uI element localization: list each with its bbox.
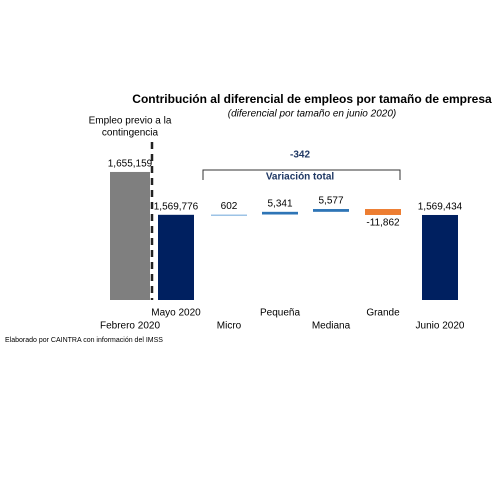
x-tick-label: Febrero 2020 <box>100 321 160 332</box>
bar <box>365 209 401 215</box>
bar <box>158 214 194 300</box>
x-tick-label: Micro <box>217 321 242 332</box>
data-label: 1,655,159 <box>108 159 153 170</box>
data-label: -11,862 <box>366 218 400 229</box>
data-label: 1,569,776 <box>154 201 199 212</box>
data-label: 602 <box>221 201 238 212</box>
bar <box>211 214 247 217</box>
chart-title: Contribución al diferencial de empleos p… <box>132 92 492 106</box>
x-tick-label: Junio 2020 <box>416 321 465 332</box>
x-tick-label: Grande <box>366 308 400 319</box>
data-label: 5,577 <box>318 196 343 207</box>
annotation: contingencia <box>102 128 159 139</box>
annotation: Empleo previo a la <box>89 116 172 127</box>
data-label: 5,341 <box>267 198 292 209</box>
source-note: Elaborado por CAINTRA con información de… <box>5 337 163 344</box>
total-variation-label: Variación total <box>266 172 335 183</box>
bar <box>110 171 150 300</box>
chart-subtitle: (diferencial por tamaño en junio 2020) <box>228 109 396 120</box>
bar <box>262 211 298 215</box>
x-tick-label: Pequeña <box>260 308 300 319</box>
bar <box>422 214 458 300</box>
x-tick-label: Mayo 2020 <box>151 308 201 319</box>
x-tick-label: Mediana <box>312 321 351 332</box>
data-label: 1,569,434 <box>418 202 463 213</box>
total-variation: -342 <box>290 150 310 161</box>
bracket <box>202 169 401 180</box>
bar <box>313 209 349 212</box>
